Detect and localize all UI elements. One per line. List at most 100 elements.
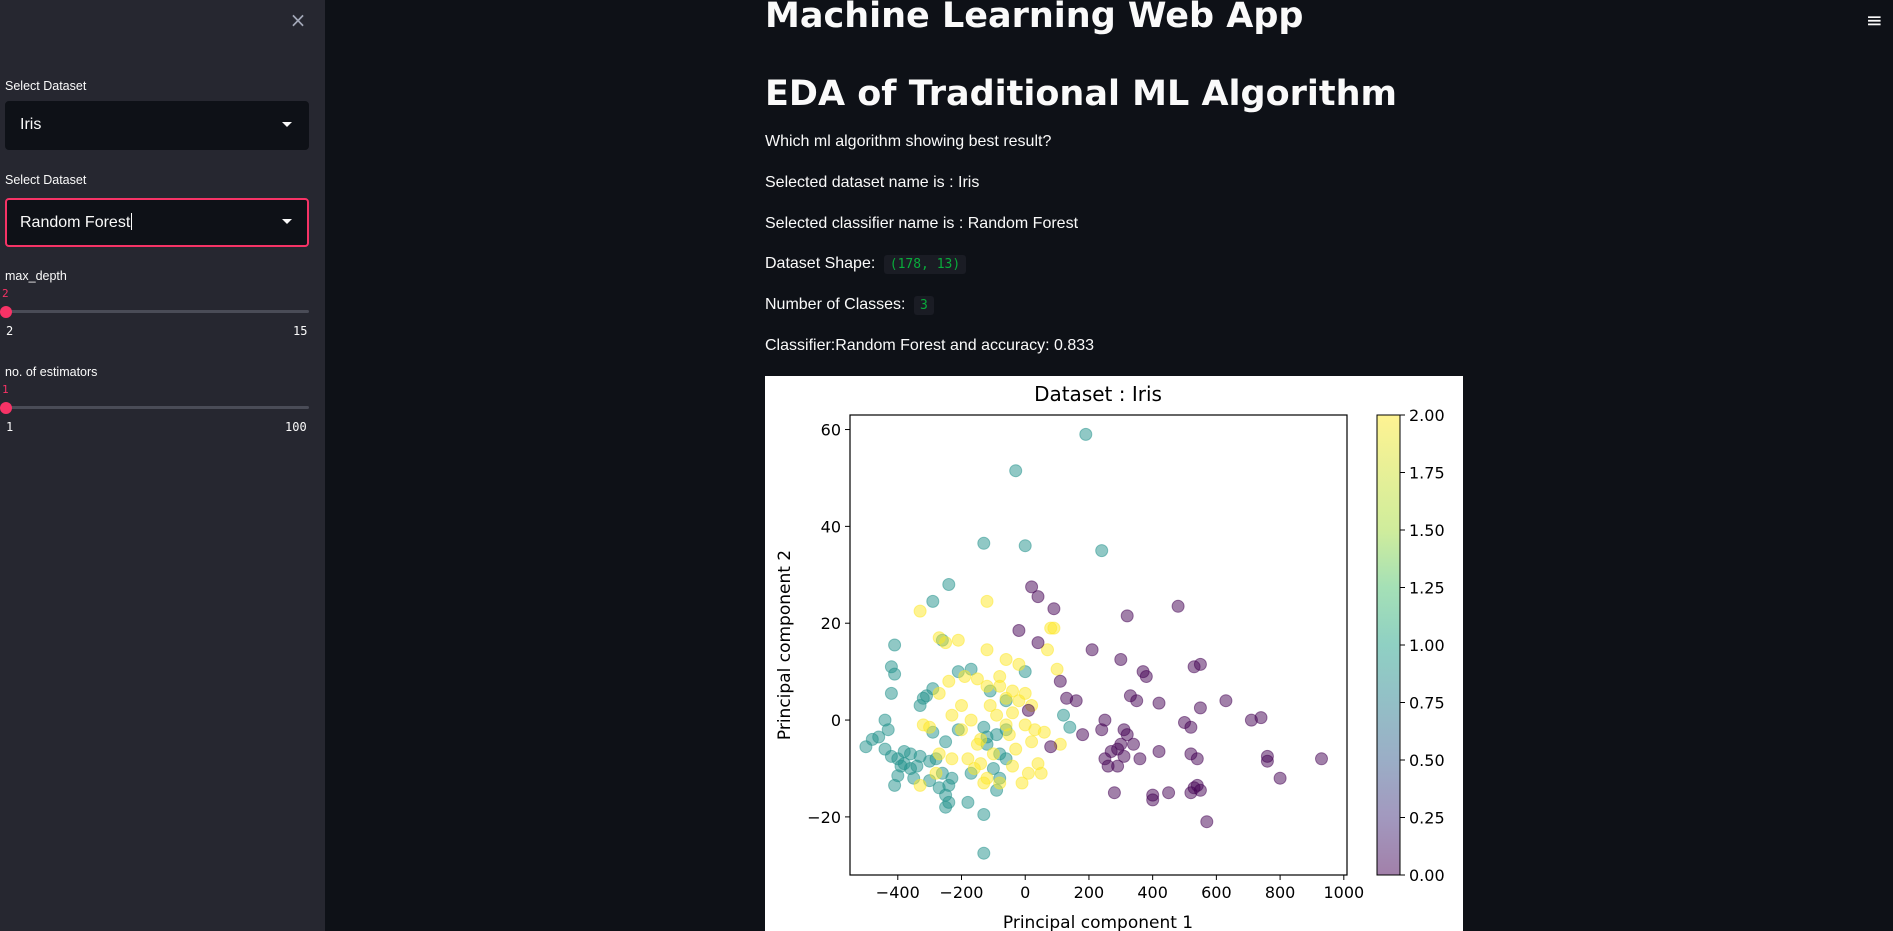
colorbar-tick-label: 0.50 [1409, 751, 1445, 770]
scatter-point [1047, 621, 1061, 635]
scatter-point [986, 747, 1000, 761]
scatter-point [1184, 720, 1198, 734]
scatter-point [980, 643, 994, 657]
estimators-slider-thumb[interactable] [0, 402, 12, 414]
scatter-point [1006, 706, 1019, 720]
colorbar-tick-label: 1.25 [1409, 579, 1445, 598]
scatter-point [913, 699, 927, 712]
scatter-point [1139, 670, 1153, 683]
scatter-point [951, 633, 965, 647]
scatter-point [1146, 793, 1160, 807]
x-tick-label: 600 [1201, 883, 1232, 902]
scatter-point [1076, 728, 1090, 742]
scatter-point [961, 795, 975, 809]
scatter-point [1200, 815, 1214, 829]
colorbar-tick-label: 0.25 [1409, 809, 1445, 828]
scatter-point [1117, 749, 1131, 763]
scatter-point [894, 759, 908, 773]
estimators-label: no. of estimators [5, 365, 98, 379]
x-tick-label: −200 [940, 883, 984, 902]
x-axis-label: Principal component 1 [1003, 913, 1193, 931]
scatter-point [939, 735, 953, 749]
scatter-point [977, 776, 991, 790]
scatter-point [888, 667, 902, 681]
scatter-point [970, 737, 984, 751]
scatter-point [1031, 590, 1045, 604]
colorbar-tick-label: 0.75 [1409, 694, 1445, 713]
chevron-down-icon [282, 219, 292, 224]
scatter-point [1085, 643, 1099, 657]
dataset-shape-label: Dataset Shape: [765, 255, 876, 272]
scatter-point [1044, 740, 1058, 754]
pca-scatter-figure: Dataset : Iris −400 −200 0 200 400 600 800 1000… [765, 376, 1463, 931]
scatter-point [926, 594, 940, 608]
scatter-point [999, 691, 1013, 705]
scatter-point [1095, 544, 1109, 558]
scatter-point [1006, 759, 1019, 773]
scatter-point [1018, 539, 1032, 553]
scatter-point [993, 776, 1007, 790]
y-axis-label: Principal component 2 [775, 550, 795, 740]
dataset-shape-text: Dataset Shape: (178, 13) [765, 255, 967, 274]
scatter-point [955, 699, 968, 712]
close-sidebar-icon[interactable]: × [289, 8, 307, 32]
max-depth-slider[interactable] [5, 310, 309, 313]
scatter-point [964, 713, 978, 727]
scatter-point [1107, 786, 1121, 800]
scatter-point [1031, 757, 1045, 771]
y-tick-label: 60 [821, 421, 841, 440]
hamburger-menu-icon[interactable]: ≡ [1866, 8, 1883, 32]
scatter-point [1098, 713, 1112, 727]
num-classes-value: 3 [913, 296, 934, 315]
classifier-name-text: Selected classifier name is : Random For… [765, 215, 1079, 232]
scatter-point [986, 762, 1000, 775]
colorbar-tick-label: 0.00 [1409, 866, 1445, 885]
scatter-point [1018, 686, 1032, 700]
scatter-point [913, 778, 927, 792]
x-tick-label: 0 [1020, 883, 1030, 902]
scatter-point [1050, 662, 1064, 676]
scatter-point [939, 800, 953, 814]
y-tick-label: 20 [821, 614, 841, 633]
estimators-value: 1 [2, 383, 9, 396]
scatter-point [1273, 771, 1287, 785]
page-subtitle: EDA of Traditional ML Algorithm [765, 74, 1398, 114]
scatter-point [1031, 636, 1045, 650]
scatter-point [945, 752, 959, 766]
scatter-point [1127, 737, 1140, 751]
scatter-point [1120, 609, 1134, 623]
scatter-point [977, 536, 991, 550]
scatter-point [1130, 694, 1144, 708]
classifier-select[interactable]: Random Forest [5, 198, 309, 247]
x-tick-label: 800 [1265, 883, 1296, 902]
scatter-point [1219, 694, 1233, 708]
scatter-point [1012, 624, 1026, 637]
scatter-point [945, 708, 959, 722]
scatter-point [923, 720, 937, 734]
scatter-point [942, 778, 956, 792]
scatter-point [967, 762, 981, 775]
num-classes-text: Number of Classes: 3 [765, 296, 934, 315]
scatter-point [1041, 643, 1054, 657]
scatter-point [1021, 766, 1035, 780]
scatter-point [1053, 674, 1067, 688]
scatter-point [961, 752, 975, 766]
max-depth-slider-thumb[interactable] [0, 306, 12, 318]
scatter-point [1133, 752, 1147, 766]
colorbar-tick-label: 2.00 [1409, 406, 1445, 425]
scatter-point [1114, 653, 1128, 666]
plot-frame [849, 414, 1348, 876]
scatter-point [980, 594, 994, 608]
dataset-select-value: Iris [20, 116, 42, 133]
estimators-slider[interactable] [5, 406, 309, 409]
y-tick-label: 40 [821, 517, 841, 536]
scatter-point [1152, 745, 1166, 758]
scatter-point [1162, 786, 1176, 800]
y-tick-label: −20 [807, 808, 841, 827]
scatter-point [1002, 728, 1016, 742]
scatter-point [1315, 752, 1328, 766]
scatter-point [1037, 725, 1051, 739]
scatter-point [1012, 657, 1026, 671]
dataset-select[interactable]: Iris [5, 101, 309, 150]
scatter-point [955, 723, 968, 737]
